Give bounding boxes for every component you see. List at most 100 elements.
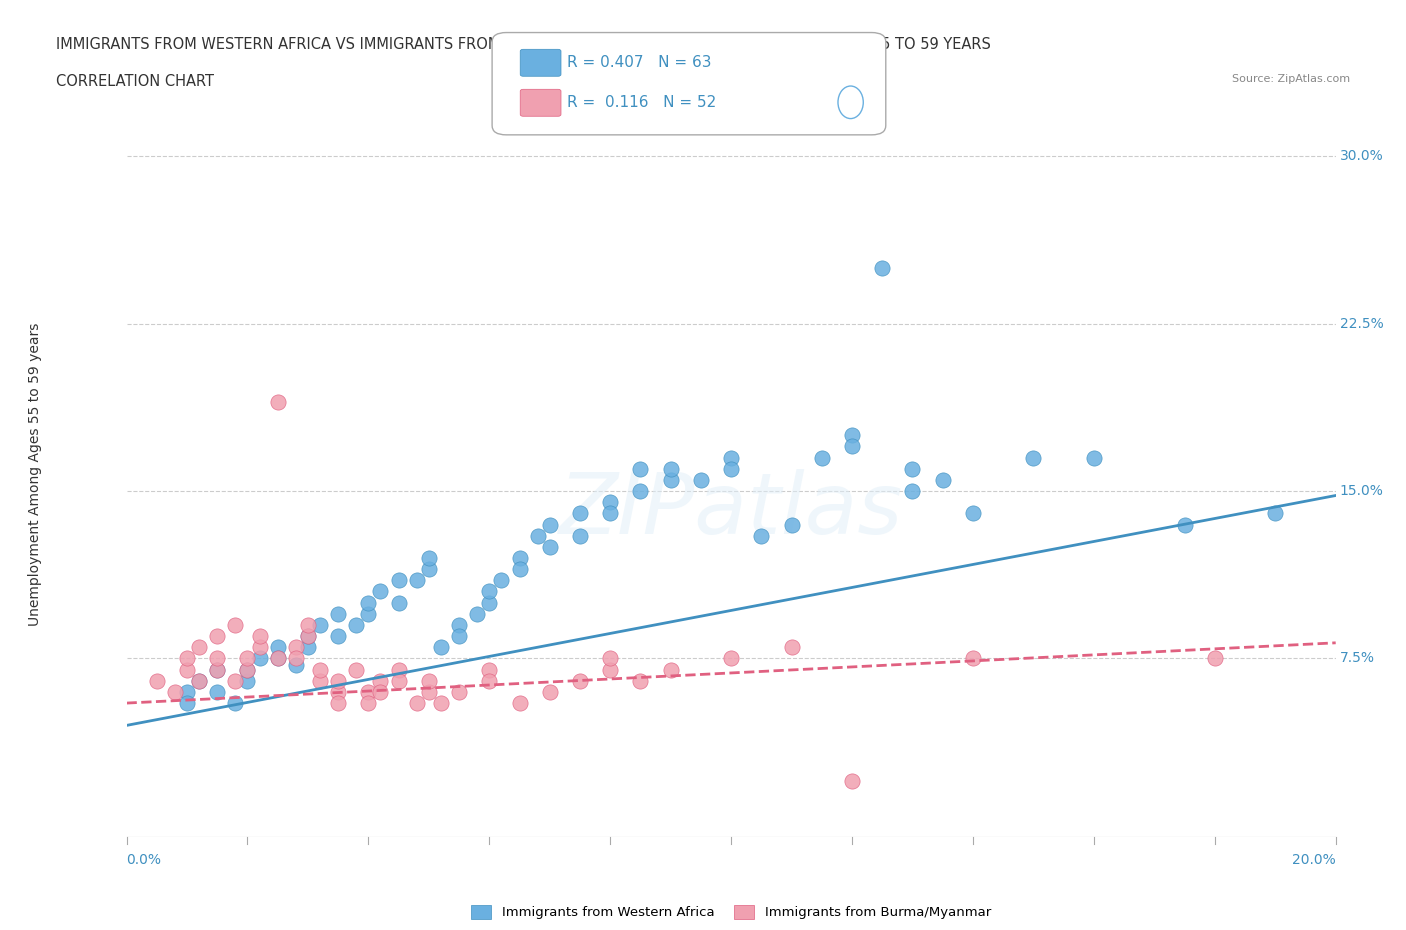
Point (309, 673, 332, 688)
Point (176, 651, 198, 666)
Point (659, 662, 682, 677)
Point (659, 461, 682, 476)
Point (388, 662, 411, 677)
Text: ZIPatlas: ZIPatlas (560, 469, 903, 552)
Point (267, 651, 290, 666)
Point (284, 651, 307, 666)
Point (538, 684, 561, 699)
Point (388, 573, 411, 588)
Point (224, 673, 246, 688)
Point (538, 539, 561, 554)
Point (297, 640, 319, 655)
Point (370, 584, 392, 599)
Point (236, 662, 259, 677)
Point (326, 673, 350, 688)
Point (1204, 651, 1226, 666)
Point (249, 640, 271, 655)
Point (538, 517, 561, 532)
Point (297, 629, 319, 644)
Point (236, 662, 259, 677)
Point (478, 662, 501, 677)
Point (188, 673, 211, 688)
Point (599, 495, 621, 510)
Point (568, 528, 592, 543)
Point (430, 696, 453, 711)
Point (146, 673, 169, 688)
Point (370, 684, 392, 699)
Point (326, 629, 350, 644)
Point (841, 428, 863, 443)
Point (689, 472, 711, 487)
Point (526, 528, 548, 543)
Point (509, 696, 531, 711)
Text: R =  0.116   N = 52: R = 0.116 N = 52 (567, 95, 716, 110)
Point (430, 640, 453, 655)
Point (297, 629, 319, 644)
Point (418, 551, 440, 565)
Point (599, 506, 621, 521)
Point (357, 684, 380, 699)
Point (326, 606, 350, 621)
Point (405, 696, 427, 711)
Point (630, 461, 652, 476)
Point (491, 573, 513, 588)
Point (509, 562, 531, 577)
Point (188, 640, 211, 655)
Text: 30.0%: 30.0% (1340, 149, 1384, 164)
Point (344, 618, 367, 632)
Point (720, 450, 742, 465)
Point (1264, 506, 1286, 521)
Point (405, 573, 427, 588)
Point (163, 684, 186, 699)
Legend: Immigrants from Western Africa, Immigrants from Burma/Myanmar: Immigrants from Western Africa, Immigran… (467, 900, 995, 924)
Point (1022, 450, 1045, 465)
Point (249, 651, 271, 666)
Point (284, 640, 307, 655)
Point (176, 696, 198, 711)
Text: Source: ZipAtlas.com: Source: ZipAtlas.com (1232, 74, 1350, 85)
Point (932, 472, 955, 487)
Point (478, 584, 501, 599)
Point (720, 461, 742, 476)
Point (447, 618, 470, 632)
Point (630, 484, 652, 498)
Point (267, 651, 290, 666)
Point (418, 684, 440, 699)
Point (205, 684, 228, 699)
Text: 15.0%: 15.0% (1340, 484, 1384, 498)
Point (962, 506, 984, 521)
Point (599, 662, 621, 677)
Point (326, 696, 350, 711)
Point (205, 629, 228, 644)
Text: IMMIGRANTS FROM WESTERN AFRICA VS IMMIGRANTS FROM BURMA/MYANMAR UNEMPLOYMENT AMO: IMMIGRANTS FROM WESTERN AFRICA VS IMMIGR… (56, 37, 991, 52)
Point (224, 618, 246, 632)
Point (326, 684, 350, 699)
Point (176, 684, 198, 699)
Text: CORRELATION CHART: CORRELATION CHART (56, 74, 214, 89)
Point (568, 506, 592, 521)
Point (357, 595, 380, 610)
Point (344, 662, 367, 677)
Point (297, 618, 319, 632)
Point (236, 673, 259, 688)
Point (901, 484, 924, 498)
Point (267, 394, 290, 409)
Point (309, 618, 332, 632)
Text: 0.0%: 0.0% (127, 853, 162, 868)
Point (780, 640, 803, 655)
Point (720, 651, 742, 666)
Point (478, 595, 501, 610)
Point (357, 606, 380, 621)
Point (205, 651, 228, 666)
Point (418, 673, 440, 688)
Point (284, 658, 307, 672)
Point (188, 673, 211, 688)
Point (418, 562, 440, 577)
Text: 7.5%: 7.5% (1340, 651, 1375, 666)
Point (599, 651, 621, 666)
Point (872, 260, 894, 275)
Point (841, 774, 863, 789)
Text: Unemployment Among Ages 55 to 59 years: Unemployment Among Ages 55 to 59 years (28, 323, 42, 626)
Point (659, 472, 682, 487)
Point (962, 651, 984, 666)
